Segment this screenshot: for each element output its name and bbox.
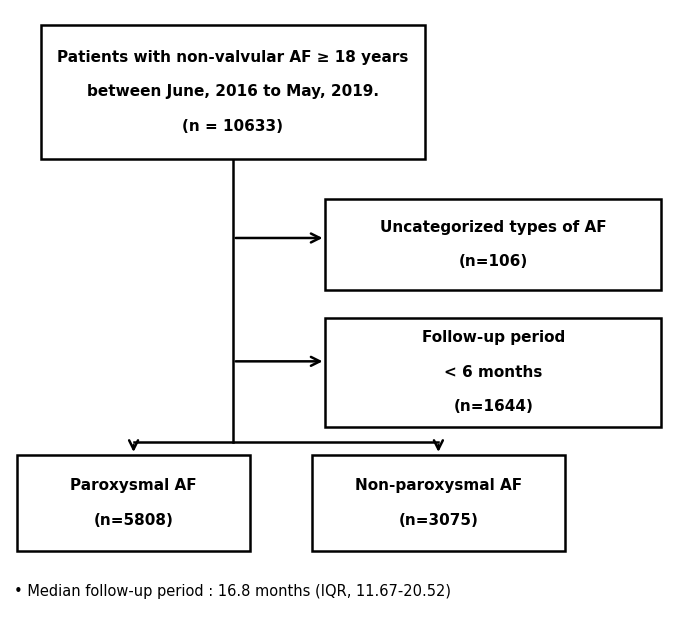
Text: between June, 2016 to May, 2019.: between June, 2016 to May, 2019. (87, 84, 379, 100)
Text: Uncategorized types of AF: Uncategorized types of AF (380, 220, 606, 235)
Text: (n=106): (n=106) (458, 254, 528, 269)
Text: Non-paroxysmal AF: Non-paroxysmal AF (355, 478, 522, 493)
Text: Paroxysmal AF: Paroxysmal AF (71, 478, 197, 493)
Text: • Median follow-up period : 16.8 months (IQR, 11.67-20.52): • Median follow-up period : 16.8 months … (14, 584, 451, 599)
FancyBboxPatch shape (17, 455, 250, 551)
FancyBboxPatch shape (41, 25, 425, 159)
FancyBboxPatch shape (325, 318, 661, 427)
Text: Patients with non-valvular AF ≥ 18 years: Patients with non-valvular AF ≥ 18 years (58, 50, 408, 65)
FancyBboxPatch shape (312, 455, 565, 551)
Text: (n=5808): (n=5808) (94, 513, 173, 528)
Text: (n=1644): (n=1644) (453, 399, 533, 414)
Text: < 6 months: < 6 months (444, 364, 543, 380)
FancyBboxPatch shape (325, 199, 661, 290)
Text: (n=3075): (n=3075) (399, 513, 478, 528)
Text: (n = 10633): (n = 10633) (182, 118, 284, 134)
Text: Follow-up period: Follow-up period (421, 330, 565, 346)
